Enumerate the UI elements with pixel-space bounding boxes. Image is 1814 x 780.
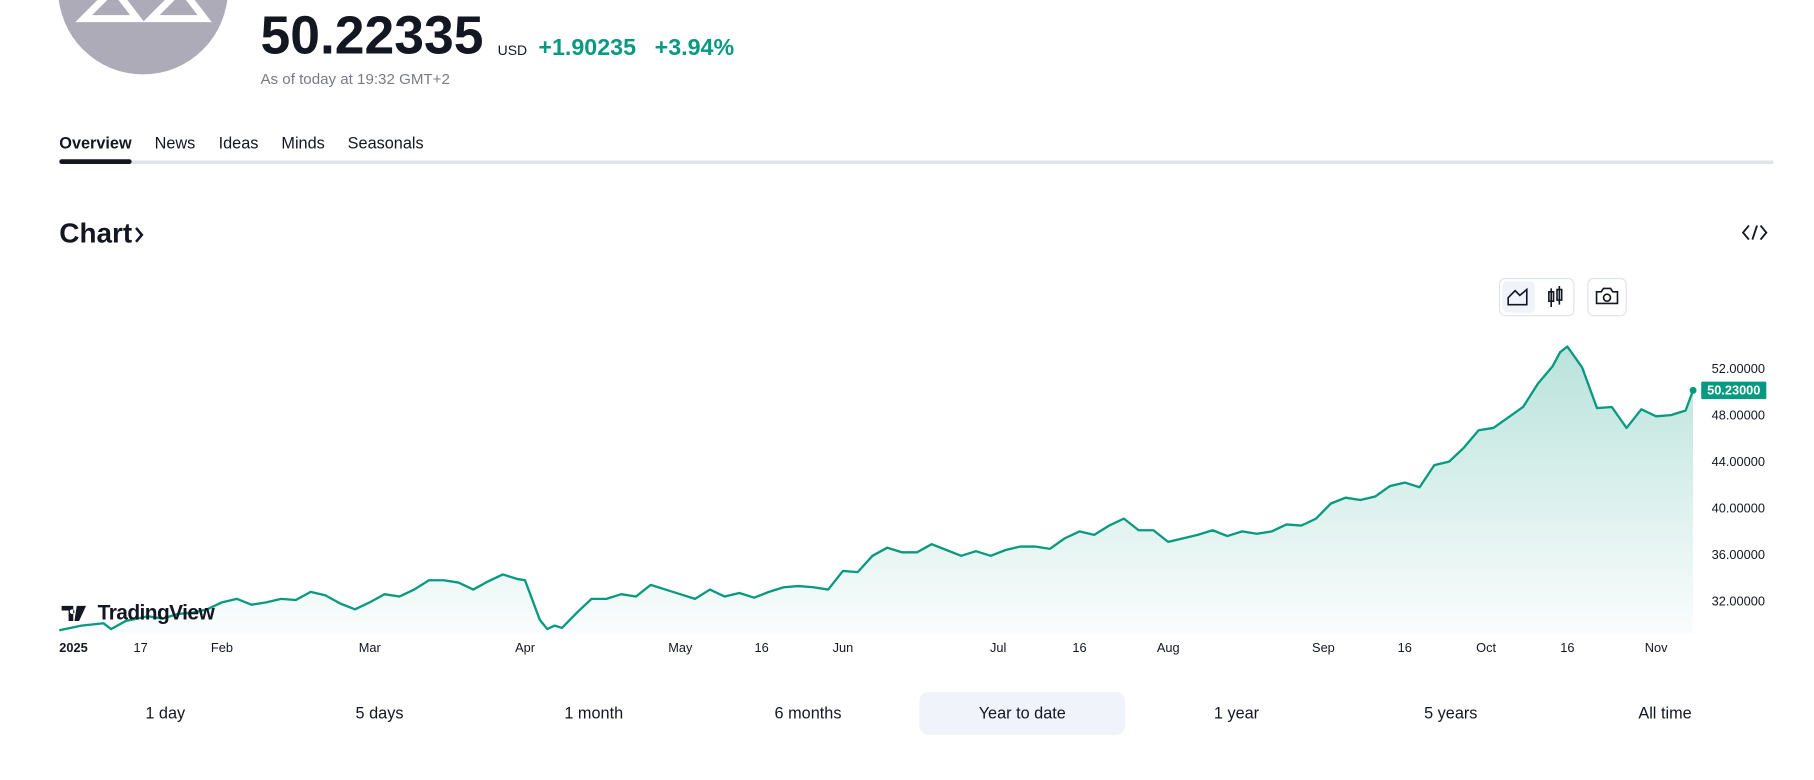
range-active-bg bbox=[919, 691, 1126, 735]
timestamp: As of today at 19:32 GMT+2 bbox=[260, 71, 449, 88]
x-tick-label: 16 bbox=[1072, 640, 1086, 655]
x-tick-label: Nov bbox=[1645, 640, 1668, 655]
area-icon bbox=[1507, 287, 1528, 306]
x-tick-label: Sep bbox=[1312, 640, 1335, 655]
x-tick-label: Mar bbox=[359, 640, 382, 655]
snapshot-button[interactable] bbox=[1587, 277, 1627, 317]
y-tick-label: 44.00000 bbox=[1712, 454, 1765, 469]
y-tick-label: 32.00000 bbox=[1712, 594, 1765, 609]
x-tick-label: Jun bbox=[833, 640, 854, 655]
x-tick-label: Feb bbox=[211, 640, 233, 655]
logo-mark bbox=[75, 0, 212, 23]
range-button[interactable]: 1 month bbox=[564, 704, 623, 722]
embed-icon[interactable] bbox=[1741, 224, 1768, 241]
range-button[interactable]: 5 days bbox=[356, 704, 404, 722]
x-tick-label: 2025 bbox=[59, 640, 87, 655]
x-tick-label: 17 bbox=[134, 640, 148, 655]
change: +1.90235 bbox=[538, 34, 636, 60]
tab[interactable]: Minds bbox=[281, 134, 324, 152]
range-button[interactable]: 5 years bbox=[1424, 704, 1477, 722]
change-percent: +3.94% bbox=[655, 34, 735, 60]
x-tick-label: May bbox=[668, 640, 693, 655]
camera-icon bbox=[1595, 287, 1619, 305]
candle-icon[interactable] bbox=[1548, 286, 1563, 307]
y-tick-label: 48.00000 bbox=[1712, 408, 1765, 423]
x-tick-label: Jul bbox=[990, 640, 1006, 655]
line-style-button[interactable] bbox=[1502, 281, 1535, 313]
range-button[interactable]: Year to date bbox=[979, 704, 1066, 722]
currency: USD bbox=[498, 42, 527, 58]
watermark-logo bbox=[61, 605, 87, 621]
range-button[interactable]: 6 months bbox=[775, 704, 842, 722]
chevron bbox=[135, 227, 144, 243]
range-button[interactable]: All time bbox=[1638, 704, 1691, 722]
y-tick-label: 52.00000 bbox=[1712, 361, 1765, 376]
x-tick-label: 16 bbox=[1398, 640, 1412, 655]
range-button[interactable]: 1 year bbox=[1214, 704, 1260, 722]
tab[interactable]: Seasonals bbox=[348, 134, 424, 152]
price: 50.22335 bbox=[260, 7, 483, 66]
range-button[interactable]: 1 day bbox=[145, 704, 186, 722]
camera-lens bbox=[1602, 293, 1612, 302]
section-title[interactable]: Chart bbox=[59, 217, 132, 248]
x-tick-label: Aug bbox=[1157, 640, 1180, 655]
area bbox=[59, 346, 1694, 634]
x-tick-label: 16 bbox=[754, 640, 768, 655]
tab[interactable]: Ideas bbox=[219, 134, 259, 152]
x-tick-label: 16 bbox=[1560, 640, 1574, 655]
y-tick-label: 40.00000 bbox=[1712, 501, 1765, 516]
x-tick-label: Oct bbox=[1476, 640, 1496, 655]
price-line bbox=[59, 345, 1695, 632]
last-point bbox=[1689, 386, 1697, 394]
price-label: 50.23000 bbox=[1707, 382, 1760, 397]
tab-indicator bbox=[59, 159, 132, 164]
price-label-bg bbox=[1701, 381, 1767, 400]
y-tick-label: 36.00000 bbox=[1712, 547, 1765, 562]
x-tick-label: Apr bbox=[515, 640, 536, 655]
tab[interactable]: News bbox=[155, 134, 196, 152]
tab[interactable]: Overview bbox=[59, 134, 132, 152]
watermark: TradingView bbox=[98, 602, 216, 625]
